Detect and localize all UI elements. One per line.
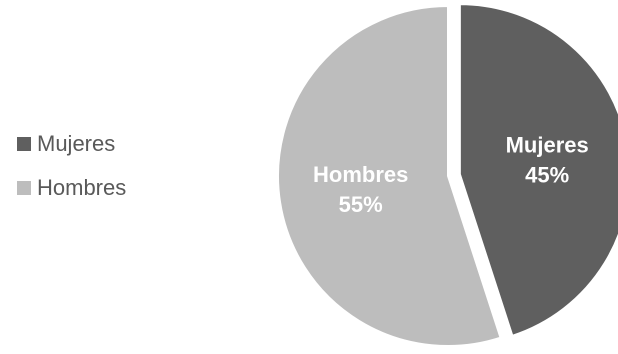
- legend-item-mujeres: Mujeres: [17, 129, 126, 159]
- slice-label-hombres: Hombres 55%: [313, 162, 408, 217]
- legend-label-mujeres: Mujeres: [37, 131, 116, 156]
- slice-label-mujeres: Mujeres 45%: [506, 132, 589, 187]
- legend-swatch-mujeres: [17, 137, 31, 151]
- legend-item-hombres: Hombres: [17, 173, 126, 203]
- pie-slice-mujeres: [458, 3, 618, 338]
- slice-percent-label-mujeres: 45%: [525, 162, 569, 187]
- pie-slice-hombres: [277, 4, 502, 347]
- legend-label-hombres: Hombres: [37, 175, 127, 200]
- slice-percent-label-hombres: 55%: [339, 192, 383, 217]
- slice-category-label-hombres: Hombres: [313, 162, 408, 187]
- legend: Mujeres Hombres: [17, 129, 126, 203]
- legend-swatch-hombres: [17, 181, 31, 195]
- slice-category-label-mujeres: Mujeres: [506, 132, 589, 157]
